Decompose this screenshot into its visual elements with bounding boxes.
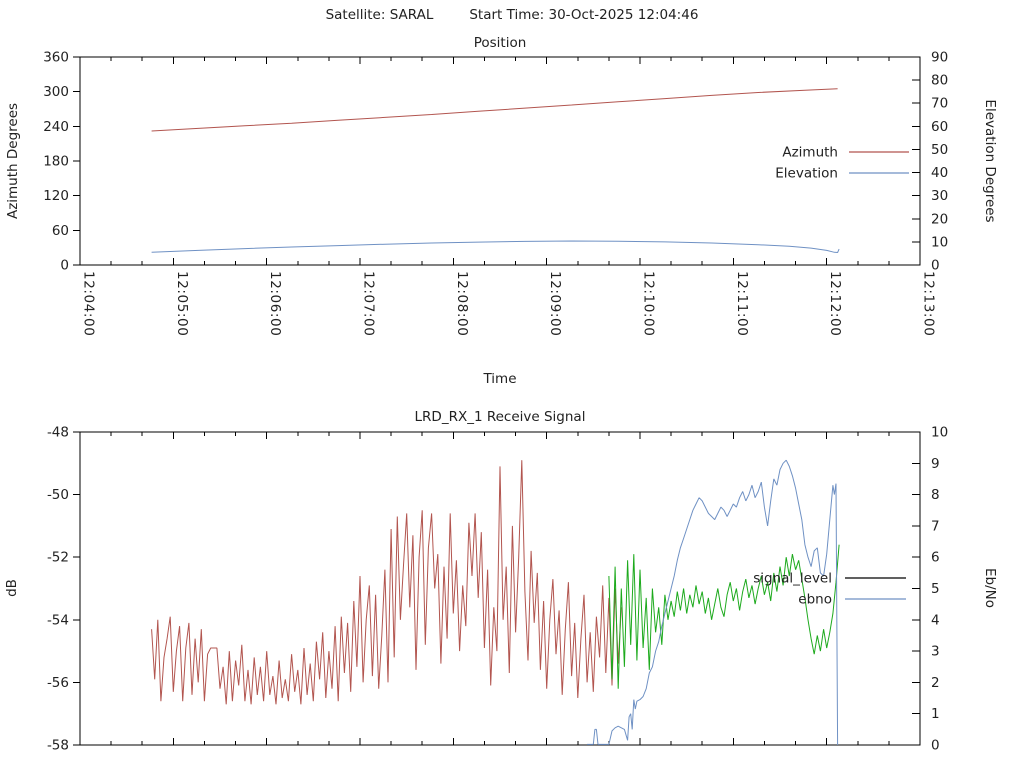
legend-label-Elevation: Elevation bbox=[775, 166, 838, 182]
x-tick-label: 12:05:00 bbox=[174, 271, 190, 336]
y-left-tick-label: 180 bbox=[43, 154, 69, 170]
x-tick-label: 12:11:00 bbox=[734, 271, 750, 336]
signal_level_red_segment-line bbox=[151, 460, 622, 705]
y-right-tick-label: 80 bbox=[931, 73, 948, 89]
y-left-tick-label: -54 bbox=[47, 612, 69, 628]
y-right-axis-label: Elevation Degrees bbox=[982, 99, 998, 222]
y-right-tick-label: 20 bbox=[931, 211, 948, 227]
y-left-axis-label: Azimuth Degrees bbox=[5, 103, 21, 219]
x-tick-label: 12:10:00 bbox=[641, 271, 657, 336]
chart-title: Position bbox=[474, 35, 527, 51]
y-left-tick-label: 60 bbox=[52, 223, 69, 239]
y-right-tick-label: 70 bbox=[931, 96, 948, 112]
legend-label-signal_level: signal_level bbox=[753, 571, 832, 587]
x-tick-label: 12:04:00 bbox=[81, 271, 97, 336]
y-left-tick-label: -52 bbox=[47, 550, 69, 566]
y-right-tick-label: 40 bbox=[931, 165, 948, 181]
y-right-tick-label: 30 bbox=[931, 188, 948, 204]
start-time-label: Start Time: 30-Oct-2025 12:04:46 bbox=[469, 7, 699, 23]
y-left-tick-label: 0 bbox=[60, 258, 69, 274]
y-left-tick-label: -50 bbox=[47, 487, 69, 503]
window-title: Satellite: SARAL Start Time: 30-Oct-2025… bbox=[0, 7, 1024, 23]
y-left-tick-label: 240 bbox=[43, 119, 69, 135]
y-right-tick-label: 10 bbox=[931, 425, 948, 441]
legend-label-ebno: ebno bbox=[798, 592, 832, 608]
y-right-tick-label: 8 bbox=[931, 487, 940, 503]
y-right-tick-label: 5 bbox=[931, 581, 940, 597]
x-tick-label: 12:08:00 bbox=[454, 271, 470, 336]
x-axis-label: Time bbox=[482, 371, 516, 387]
y-right-tick-label: 50 bbox=[931, 142, 948, 158]
y-right-tick-label: 60 bbox=[931, 119, 948, 135]
plot-frame bbox=[79, 56, 921, 266]
x-tick-label: 12:13:00 bbox=[921, 271, 937, 336]
x-tick-label: 12:06:00 bbox=[267, 271, 283, 336]
y-right-tick-label: 1 bbox=[931, 706, 940, 722]
satellite-label: Satellite: SARAL bbox=[325, 7, 434, 23]
x-tick-label: 12:12:00 bbox=[827, 271, 843, 336]
x-tick-label: 12:07:00 bbox=[361, 271, 377, 336]
elevation-line bbox=[151, 240, 840, 253]
y-left-tick-label: 300 bbox=[43, 84, 69, 100]
y-left-tick-label: 360 bbox=[43, 50, 69, 66]
x-tick-label: 12:09:00 bbox=[547, 271, 563, 336]
chart-0: 12:04:00 12:05:00 12:06:00 12:07:00 12:08:00… bbox=[5, 35, 998, 387]
y-right-tick-label: 6 bbox=[931, 550, 940, 566]
y-right-tick-label: 90 bbox=[931, 50, 948, 66]
y-left-tick-label: -58 bbox=[47, 738, 69, 754]
y-left-tick-label: 120 bbox=[43, 188, 69, 204]
y-left-axis-label: dB bbox=[4, 579, 20, 597]
y-right-tick-label: 7 bbox=[931, 518, 940, 534]
y-left-tick-label: -56 bbox=[47, 675, 69, 691]
y-right-tick-label: 10 bbox=[931, 234, 948, 250]
signal_level_green_segment-line bbox=[608, 544, 840, 689]
legend-label-Azimuth: Azimuth bbox=[782, 145, 838, 161]
y-right-tick-label: 2 bbox=[931, 675, 940, 691]
y-right-tick-label: 0 bbox=[931, 738, 940, 754]
azimuth-line bbox=[151, 88, 838, 132]
y-right-tick-label: 4 bbox=[931, 612, 940, 628]
y-right-tick-label: 3 bbox=[931, 644, 940, 660]
chart-title: LRD_RX_1 Receive Signal bbox=[415, 409, 586, 425]
chart-1: -58 -56 -54 -52 -50 -48 0 1 2 3 4 5 6 7 8 9 10 LRD_RX_1 R… bbox=[4, 409, 998, 754]
y-right-tick-label: 0 bbox=[931, 258, 940, 274]
ebno-line bbox=[587, 459, 839, 746]
y-right-tick-label: 9 bbox=[931, 456, 940, 472]
y-left-tick-label: -48 bbox=[47, 425, 69, 441]
y-right-axis-label: Eb/No bbox=[982, 568, 998, 608]
